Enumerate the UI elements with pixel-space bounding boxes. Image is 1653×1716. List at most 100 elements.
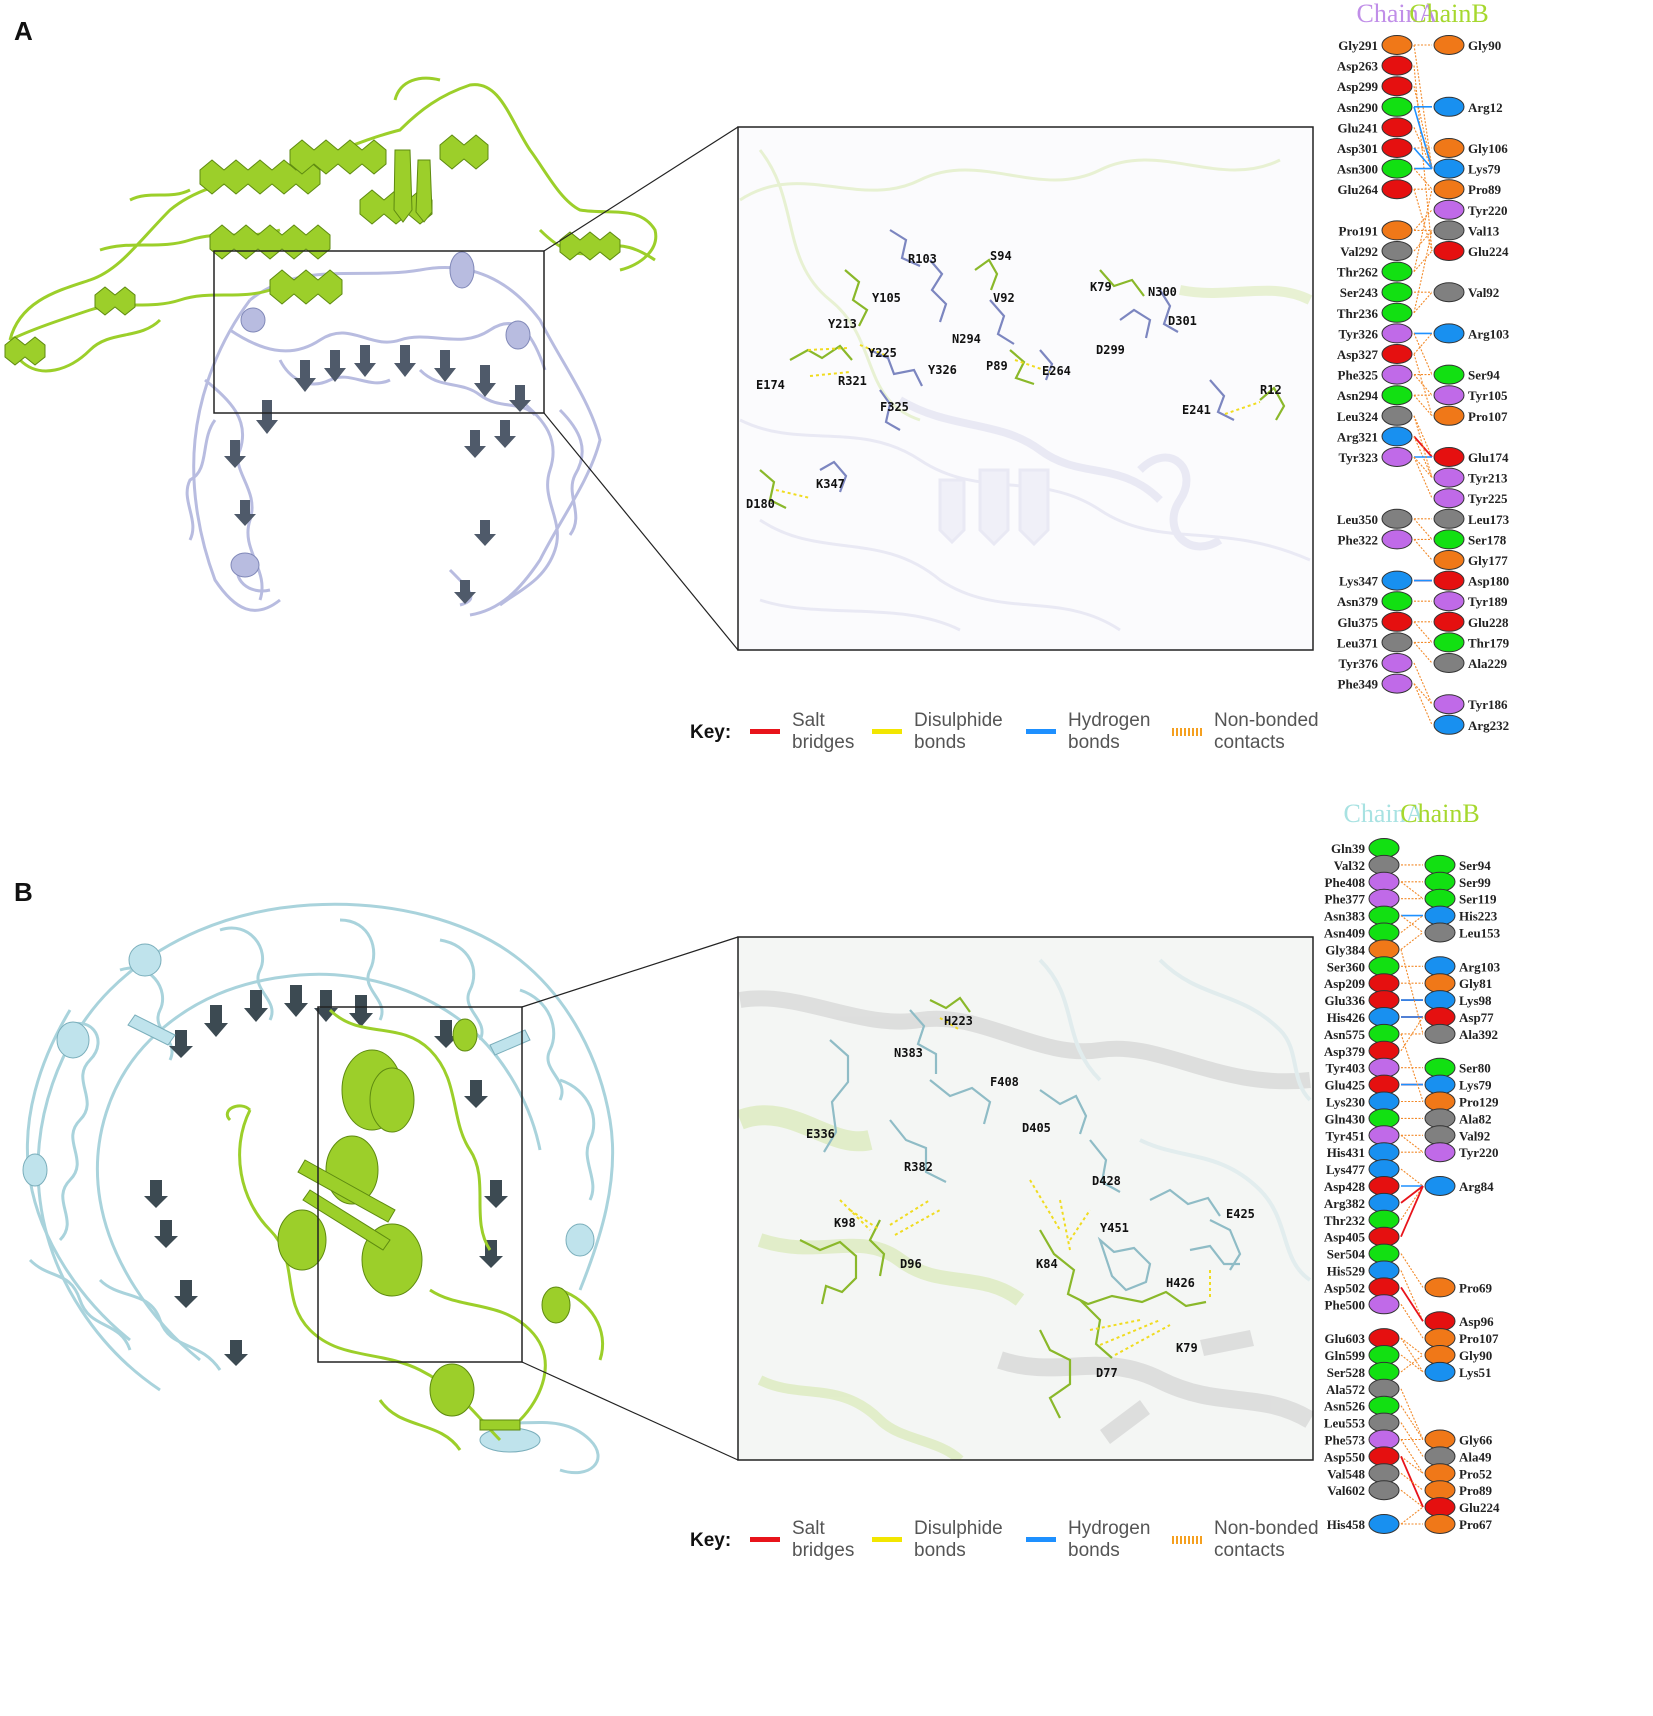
chain-a-residue-label: Asp428: [1324, 1179, 1366, 1194]
zoom-residue-label: D77: [1096, 1366, 1118, 1380]
chain-a-residue-label: Asp405: [1324, 1230, 1366, 1245]
chain-a-residue-label: Lys347: [1339, 574, 1379, 589]
chain-a-residue-label: Val292: [1340, 244, 1378, 259]
key-label: Disulphide: [914, 1518, 1003, 1539]
contact-line: [1413, 189, 1433, 252]
chain-b-residue-label: Val92: [1459, 1128, 1490, 1143]
zoom-residue-label: H223: [944, 1014, 973, 1028]
chain-a-residue-label: Asp301: [1337, 141, 1378, 156]
zoom-residue-label: Y105: [872, 291, 901, 305]
chain-a-residue-label: Asn379: [1337, 594, 1379, 609]
chain-b-residue-label: Gly106: [1468, 141, 1508, 156]
chain-b-residue-oval: [1433, 179, 1465, 200]
contact-line: [1400, 915, 1424, 933]
chain-a-residue-label: Asn575: [1324, 1027, 1366, 1042]
chain-a-residue-label: Asn526: [1324, 1399, 1366, 1414]
chain-b-residue-oval: [1424, 1074, 1456, 1095]
chain-a-residue-label: Tyr376: [1339, 656, 1379, 671]
zoom-residue-label: V92: [993, 291, 1015, 305]
key-swatch: [1172, 728, 1202, 736]
chain-a-residue-label: Phe408: [1325, 875, 1366, 890]
key-label: bridges: [792, 732, 854, 753]
zoom-residue-label: R321: [838, 374, 867, 388]
key-label: Hydrogen: [1068, 710, 1150, 731]
chain-b-residue-oval: [1424, 922, 1456, 943]
panel-a-key: Key:SaltbridgesDisulphidebondsHydrogenbo…: [690, 710, 1319, 753]
chain-a-residue-oval: [1381, 117, 1413, 138]
key-title: Key:: [690, 722, 731, 743]
chain-a-residue-label: Val32: [1334, 858, 1365, 873]
chain-a-residue-oval: [1381, 447, 1413, 467]
chain-a-residue-oval: [1368, 1074, 1400, 1095]
contact-line: [1413, 291, 1433, 314]
chain-b-residue-oval: [1424, 1429, 1456, 1450]
chain-a-residue-oval: [1368, 939, 1400, 960]
chain-b-residue-label: Lys79: [1468, 162, 1501, 177]
chain-a-residue-label: Ser528: [1327, 1365, 1366, 1380]
contact-lines: [1400, 864, 1424, 1525]
chain-b-residue-label: Glu228: [1468, 615, 1509, 630]
contact-line: [1400, 1456, 1424, 1508]
chain-b-residue-oval: [1424, 1311, 1456, 1332]
chain-a-header: ChainA: [1344, 799, 1425, 828]
zoom-residue-label: Y451: [1100, 1221, 1129, 1235]
chain-b-residue-oval: [1433, 488, 1465, 509]
chain-b-residue-oval: [1424, 871, 1456, 892]
chain-b-residue-oval: [1424, 1446, 1456, 1467]
key-label: contacts: [1214, 732, 1285, 753]
chain-b-residue-label: Gly90: [1459, 1348, 1492, 1363]
chain-a-residue-label: Lys230: [1326, 1095, 1365, 1110]
key-title: Key:: [690, 1530, 731, 1551]
chain-b-residue-oval: [1424, 888, 1456, 909]
chain-a-residue-oval: [1381, 632, 1413, 653]
chain-b-residue-label: Tyr220: [1468, 203, 1507, 218]
key-swatch: [750, 1537, 780, 1542]
zoom-residue-label: K347: [816, 477, 845, 491]
chain-b-residue-label: Pro52: [1459, 1466, 1492, 1481]
chain-b-residue-oval: [1424, 990, 1456, 1011]
panel-b-zoom: H223 N383 F408 E336 D405 R382 D428 Y451 E425 K98 K…: [737, 936, 1314, 1461]
panel-b-key: Key:SaltbridgesDisulphidebondsHydrogenbo…: [690, 1518, 1319, 1561]
chain-b-residue-oval: [1433, 508, 1465, 529]
chain-b-residue-oval: [1433, 385, 1465, 406]
zoom-residue-label: F325: [880, 400, 909, 414]
chain-a-residue-label: Tyr403: [1326, 1061, 1366, 1076]
contact-line: [1400, 1185, 1424, 1221]
chain-b-residue-oval: [1424, 1176, 1456, 1196]
key-label: contacts: [1214, 1540, 1285, 1561]
key-label: Non-bonded: [1214, 710, 1319, 731]
chain-a-residue-label: Glu603: [1325, 1331, 1366, 1346]
chain-a-residue-label: His426: [1327, 1010, 1366, 1025]
chain-a-residue-oval: [1368, 854, 1400, 875]
chain-b-residue-oval: [1433, 35, 1465, 55]
chain-b-residue-oval: [1424, 1057, 1456, 1078]
chain-a-residue-label: Val548: [1327, 1466, 1365, 1481]
contact-line: [1413, 539, 1433, 561]
chain-a-residue-label: Ser243: [1340, 285, 1379, 300]
contact-line: [1400, 1354, 1424, 1373]
chain-a-residue-oval: [1368, 1040, 1400, 1061]
chain-b-header: ChainB: [1409, 0, 1488, 28]
chain-a-residue-oval: [1368, 871, 1400, 892]
key-label: Disulphide: [914, 710, 1003, 731]
chain-a-residue-label: Gly384: [1325, 942, 1365, 957]
chain-a-residue-label: Glu375: [1338, 615, 1379, 630]
contact-line: [1413, 189, 1433, 272]
chain-a-residue-oval: [1368, 1361, 1400, 1382]
chain-a-residue-label: Phe349: [1338, 677, 1379, 692]
chain-a-residue-label: Asp327: [1337, 347, 1379, 362]
panel-a-zoom: R103 S94 K79 N300 Y105 V92 D301 Y213 N294 D299 Y22…: [737, 126, 1314, 651]
contact-line: [1413, 518, 1433, 540]
contact-line: [1413, 250, 1433, 272]
chain-a-residue-label: Asp379: [1324, 1044, 1366, 1059]
contact-line: [1400, 1134, 1424, 1153]
chain-a-residue-label: His458: [1327, 1517, 1366, 1532]
chain-b-residue-oval: [1424, 956, 1456, 977]
zoom-residue-label: K84: [1036, 1257, 1058, 1271]
chain-a-residue-oval: [1381, 653, 1413, 673]
zoom-residue-label: N300: [1148, 285, 1177, 299]
contact-line: [1400, 1506, 1424, 1525]
chain-a-header: ChainA: [1357, 0, 1438, 28]
chain-a-residue-label: Gln599: [1325, 1348, 1366, 1363]
